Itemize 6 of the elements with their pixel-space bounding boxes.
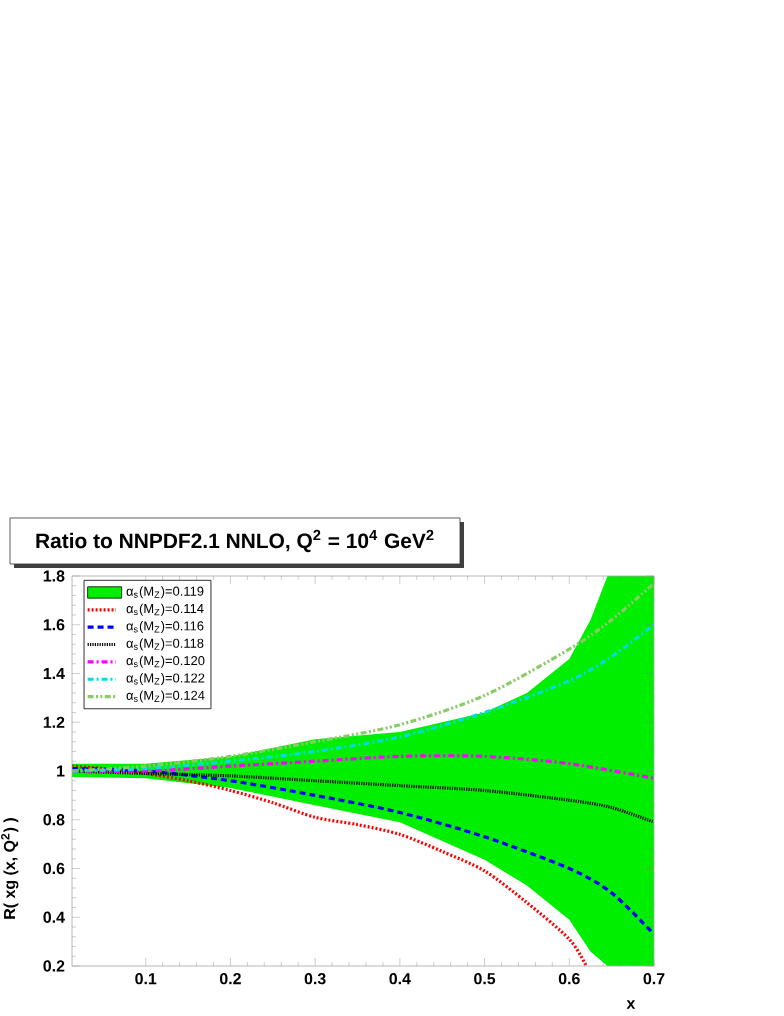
line-series (72, 764, 588, 966)
line-series (72, 754, 655, 780)
line-series (72, 766, 655, 936)
chart-title: Ratio to NNPDF2.1 NNLO, Q$^{2}$ = 10$^{4}$ GeV$^{2}$ (36, 529, 434, 553)
line-series (72, 581, 655, 773)
line-series (72, 623, 655, 773)
